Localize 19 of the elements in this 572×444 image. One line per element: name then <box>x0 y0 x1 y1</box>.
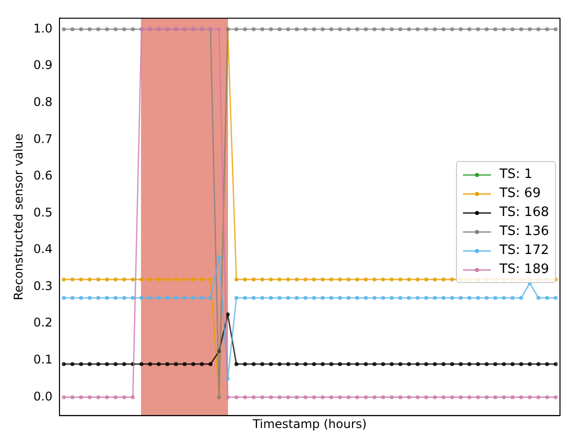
legend-label: TS: 168 <box>499 205 549 220</box>
y-tick-label: 0.6 <box>33 168 52 183</box>
legend-label: TS: 189 <box>499 262 549 277</box>
y-tick-label: 0.3 <box>33 278 52 293</box>
legend-label: TS: 1 <box>499 167 532 182</box>
y-tick-label: 0.5 <box>33 205 52 220</box>
y-tick-label: 0.1 <box>33 352 52 367</box>
y-tick-label: 0.7 <box>33 132 52 146</box>
x-axis-title: Timestamp (hours) <box>252 416 367 431</box>
y-tick-label: 0.2 <box>33 316 52 330</box>
y-tick-label: 0.8 <box>33 94 52 109</box>
legend-label: TS: 69 <box>499 186 541 201</box>
y-tick-label: 0.0 <box>33 389 52 404</box>
legend-label: TS: 136 <box>499 224 549 239</box>
y-tick-label: 0.9 <box>33 58 52 72</box>
legend-label: TS: 172 <box>499 243 549 258</box>
y-tick-label: 1.0 <box>33 21 52 36</box>
y-axis-title: Reconstructed sensor value <box>11 134 26 300</box>
y-tick-label: 0.4 <box>33 242 52 256</box>
